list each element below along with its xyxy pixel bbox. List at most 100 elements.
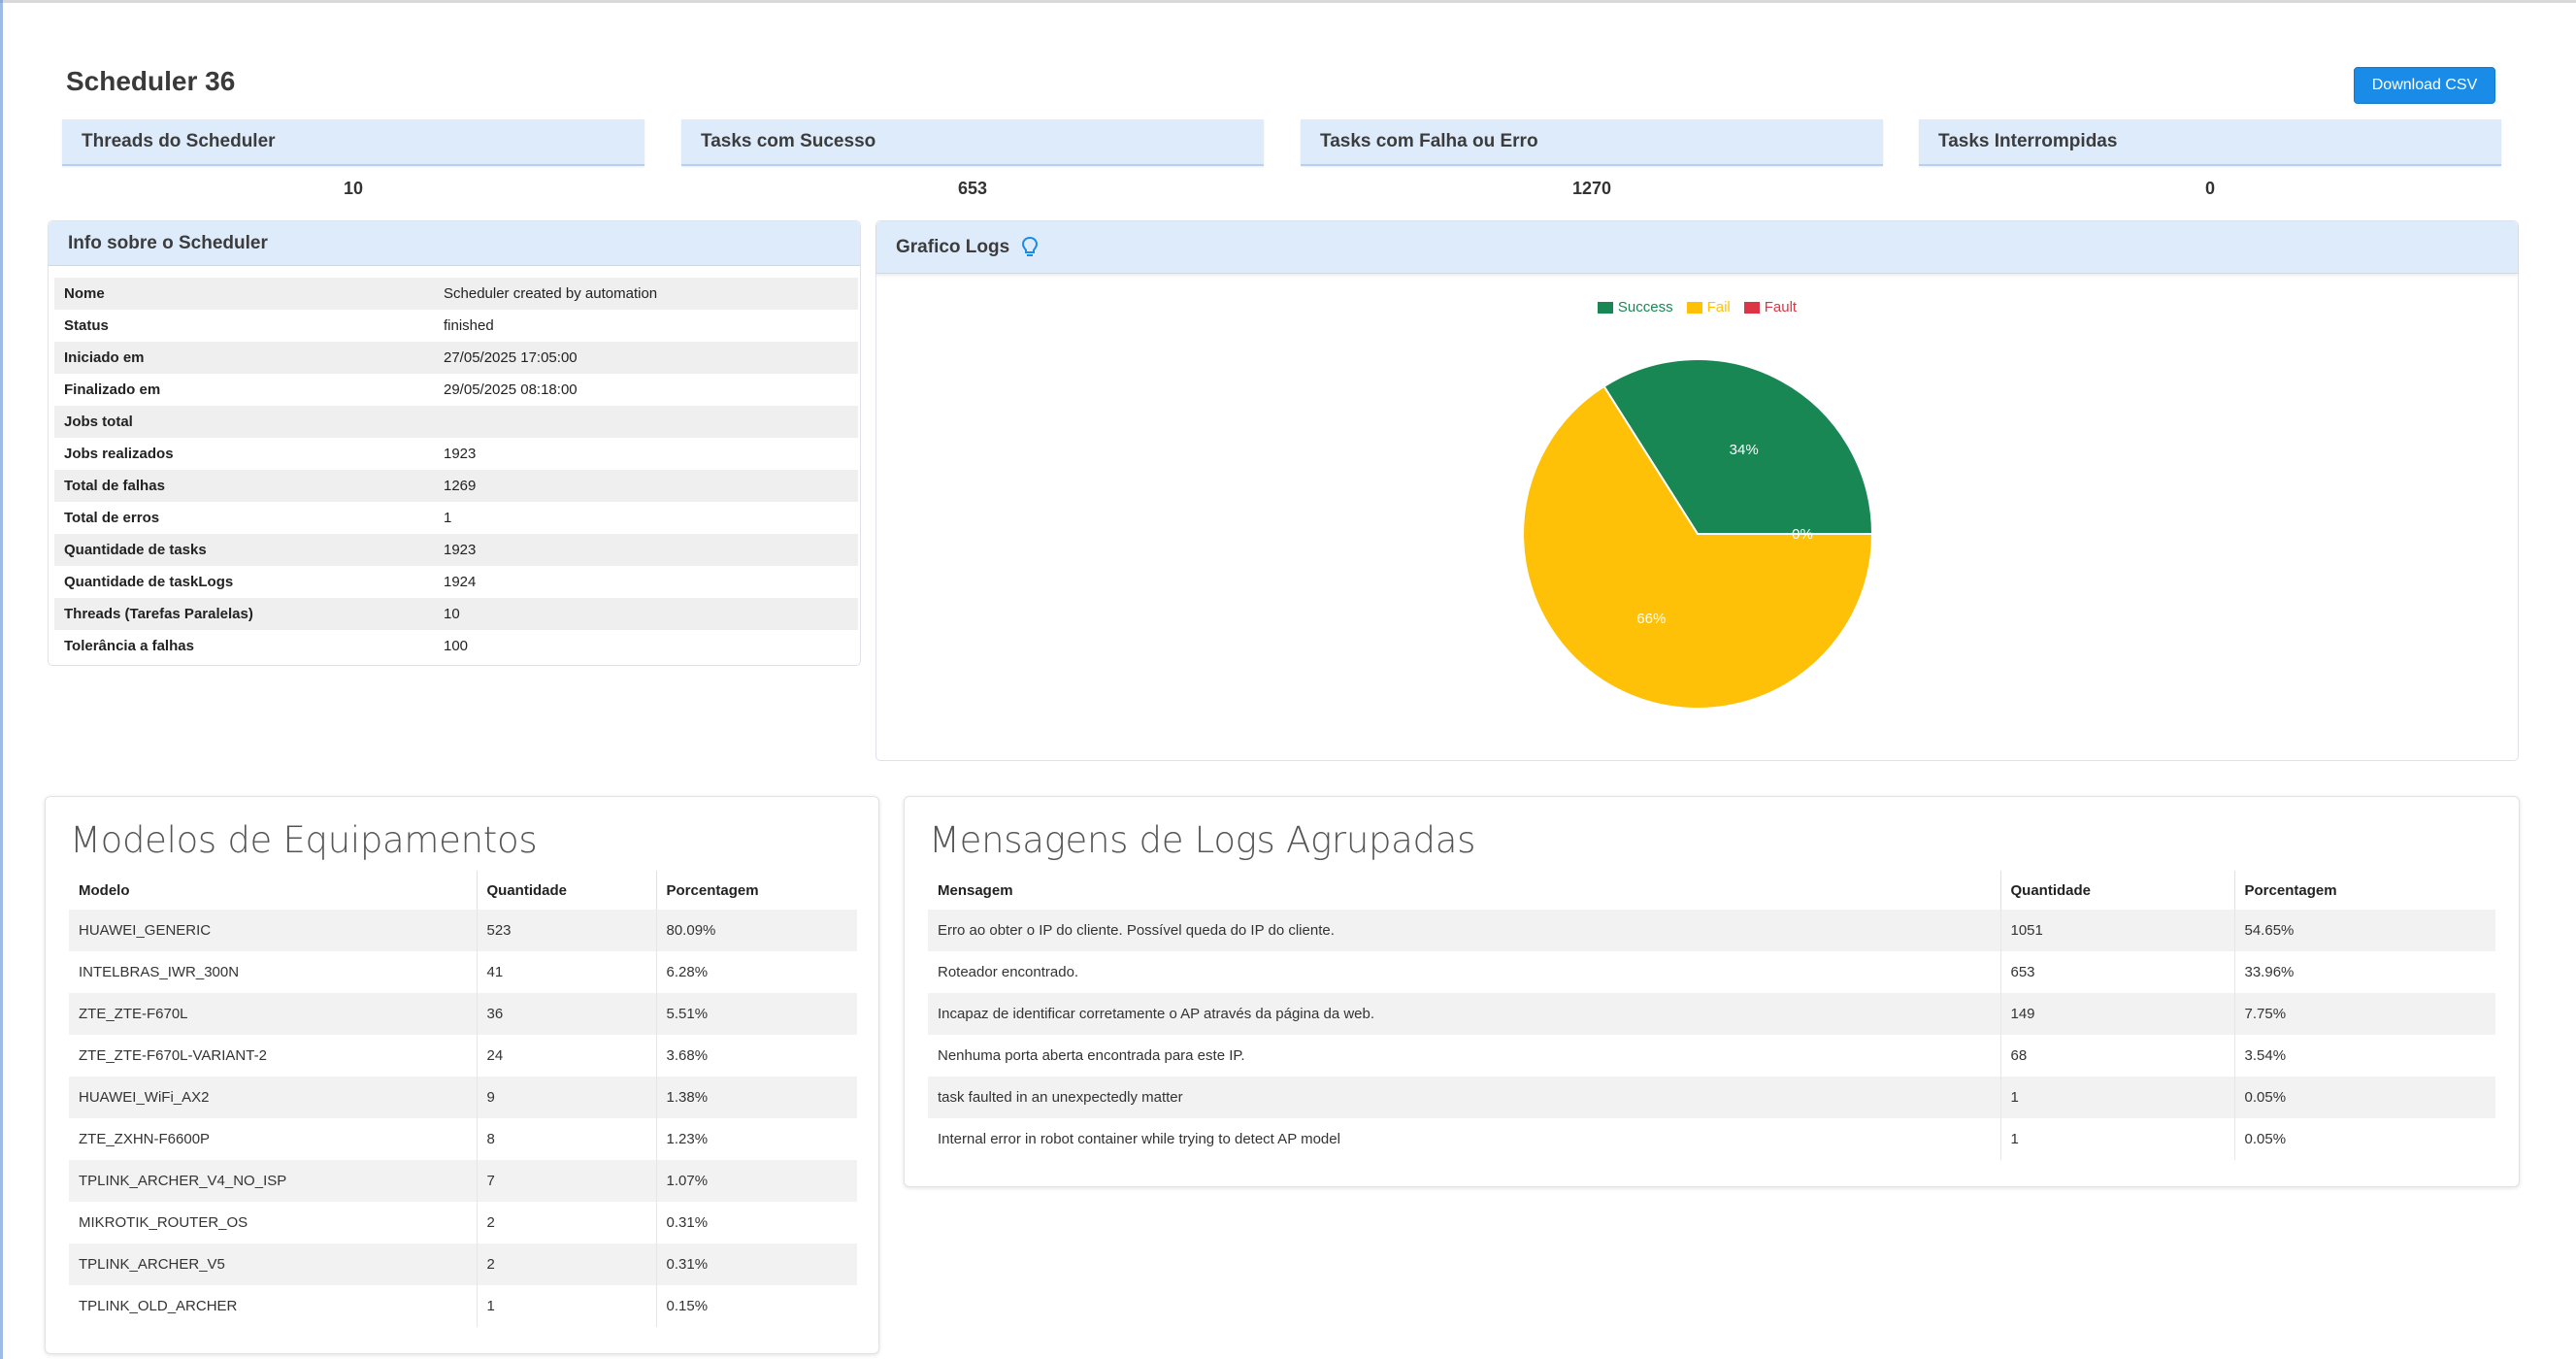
stat-card-threads: Threads do Scheduler 10 <box>62 119 644 203</box>
legend-swatch <box>1743 301 1760 314</box>
cell-quantity: 1051 <box>1999 910 2234 951</box>
table-row: TPLINK_OLD_ARCHER 1 0.15% <box>69 1285 857 1327</box>
pie-slice-success[interactable] <box>1602 358 1874 535</box>
cell-percentage: 3.68% <box>655 1035 857 1077</box>
stat-card-fail: Tasks com Falha ou Erro 1270 <box>1301 119 1883 203</box>
table-row: Roteador encontrado. 653 33.96% <box>928 951 2495 993</box>
cell-quantity: 1 <box>1999 1118 2234 1160</box>
info-value: 27/05/2025 17:05:00 <box>434 342 858 374</box>
chart-panel-title: Grafico Logs <box>896 236 1010 257</box>
stat-card-interrupted: Tasks Interrompidas 0 <box>1919 119 2501 203</box>
info-table: Nome Scheduler created by automation Stat… <box>54 278 858 662</box>
table-row: INTELBRAS_IWR_300N 41 6.28% <box>69 951 857 993</box>
info-row: Total de falhas 1269 <box>54 470 858 502</box>
info-row: Jobs realizados 1923 <box>54 438 858 470</box>
info-value: 1923 <box>444 446 477 462</box>
messages-table: Mensagem Quantidade Porcentagem Erro ao … <box>928 871 2495 1160</box>
download-csv-button[interactable]: Download CSV <box>2354 67 2495 104</box>
cell-quantity: 2 <box>476 1243 656 1285</box>
cell-quantity: 1 <box>1999 1077 2234 1118</box>
info-row: Iniciado em 27/05/2025 17:05:00 <box>54 342 858 374</box>
legend-item-fail[interactable]: Fail <box>1686 299 1731 315</box>
pie-label-success: 34% <box>1730 442 1759 458</box>
table-row: Erro ao obter o IP do cliente. Possível … <box>928 910 2495 951</box>
column-header-percentage[interactable]: Porcentagem <box>2233 871 2495 910</box>
pie-chart: 34% 66% 0% <box>1522 358 1874 710</box>
cell-model: INTELBRAS_IWR_300N <box>79 964 240 980</box>
table-row: Nenhuma porta aberta encontrada para est… <box>928 1035 2495 1077</box>
cell-percentage: 33.96% <box>2233 951 2495 993</box>
info-panel: Info sobre o Scheduler Nome Scheduler cre… <box>48 220 861 666</box>
cell-quantity: 24 <box>476 1035 656 1077</box>
cell-model: TPLINK_OLD_ARCHER <box>79 1298 238 1314</box>
pie-label-fail: 66% <box>1636 611 1666 627</box>
cell-model: ZTE_ZTE-F670L-VARIANT-2 <box>79 1047 267 1064</box>
info-row: Tolerância a falhas 100 <box>54 630 858 662</box>
cell-percentage: 5.51% <box>655 993 857 1035</box>
info-row: Finalizado em 29/05/2025 08:18:00 <box>54 374 858 406</box>
cell-model: HUAWEI_WiFi_AX2 <box>69 1077 477 1118</box>
info-key: Total de falhas <box>54 470 434 502</box>
column-header-message[interactable]: Mensagem <box>938 881 1013 899</box>
info-key: Tolerância a falhas <box>64 638 194 654</box>
chart-panel-header: Grafico Logs <box>876 221 2518 274</box>
info-key: Status <box>64 317 109 334</box>
info-row: Status finished <box>54 310 858 342</box>
cell-percentage: 54.65% <box>2233 910 2495 951</box>
stat-card-success: Tasks com Sucesso 653 <box>681 119 1264 203</box>
column-header-quantity[interactable]: Quantidade <box>1999 871 2234 910</box>
stat-value: 653 <box>957 179 988 198</box>
stat-value: 1270 <box>1571 179 1612 198</box>
legend-label: Success <box>1617 299 1673 315</box>
table-row: Incapaz de identificar corretamente o AP… <box>928 993 2495 1035</box>
cell-quantity: 1 <box>476 1285 656 1327</box>
cell-percentage: 0.15% <box>655 1285 857 1327</box>
cell-quantity: 7 <box>476 1160 656 1202</box>
cell-quantity: 2 <box>476 1202 656 1243</box>
legend-label: Fault <box>1764 299 1798 315</box>
cell-message: task faulted in an unexpectedly matter <box>928 1077 2000 1118</box>
legend-item-success[interactable]: Success <box>1597 299 1673 315</box>
cell-quantity: 149 <box>1999 993 2234 1035</box>
messages-card: Mensagens de Logs Agrupadas Mensagem Qua… <box>904 796 2520 1187</box>
chart-panel: Grafico Logs Success Fail Fault 34% 66% 0% <box>875 220 2519 761</box>
info-row: Threads (Tarefas Paralelas) 10 <box>54 598 858 630</box>
table-row: HUAWEI_WiFi_AX2 9 1.38% <box>69 1077 857 1118</box>
cell-model: MIKROTIK_ROUTER_OS <box>79 1214 248 1231</box>
table-row: TPLINK_ARCHER_V5 2 0.31% <box>69 1243 857 1285</box>
info-key: Quantidade de taskLogs <box>64 574 234 590</box>
column-header-quantity[interactable]: Quantidade <box>476 871 656 910</box>
stat-value: 0 <box>2204 179 2215 198</box>
cell-model: HUAWEI_GENERIC <box>69 910 477 951</box>
cell-message: Incapaz de identificar corretamente o AP… <box>928 993 2000 1035</box>
cell-percentage: 7.75% <box>2233 993 2495 1035</box>
cell-model: TPLINK_ARCHER_V5 <box>69 1243 477 1285</box>
cell-quantity: 523 <box>476 910 656 951</box>
info-key: Finalizado em <box>64 381 161 398</box>
pie-slice-fail[interactable] <box>1522 384 1874 710</box>
cell-message: Internal error in robot container while … <box>938 1131 1340 1147</box>
info-value: 1 <box>444 510 452 526</box>
table-row: TPLINK_ARCHER_V4_NO_ISP 7 1.07% <box>69 1160 857 1202</box>
info-key: Jobs realizados <box>64 446 174 462</box>
messages-title: Mensagens de Logs Agrupadas <box>929 819 1476 861</box>
column-header-model[interactable]: Modelo <box>79 881 130 899</box>
info-key: Nome <box>54 278 434 310</box>
info-key: Quantidade de tasks <box>54 534 434 566</box>
column-header-percentage[interactable]: Porcentagem <box>655 871 857 910</box>
lightbulb-icon[interactable] <box>1021 236 1039 259</box>
info-row: Jobs total <box>54 406 858 438</box>
table-row: ZTE_ZTE-F670L-VARIANT-2 24 3.68% <box>69 1035 857 1077</box>
info-row: Quantidade de tasks 1923 <box>54 534 858 566</box>
top-border <box>0 0 2576 3</box>
info-value: 1923 <box>434 534 858 566</box>
stat-label: Tasks com Sucesso <box>681 119 1264 166</box>
stat-label: Tasks Interrompidas <box>1919 119 2501 166</box>
cell-percentage: 0.05% <box>2233 1077 2495 1118</box>
table-row: ZTE_ZXHN-F6600P 8 1.23% <box>69 1118 857 1160</box>
table-row: HUAWEI_GENERIC 523 80.09% <box>69 910 857 951</box>
legend-swatch <box>1597 301 1613 314</box>
models-table: Modelo Quantidade Porcentagem HUAWEI_GEN… <box>69 871 857 1327</box>
legend-item-fault[interactable]: Fault <box>1743 299 1798 315</box>
info-panel-title: Info sobre o Scheduler <box>49 221 860 266</box>
